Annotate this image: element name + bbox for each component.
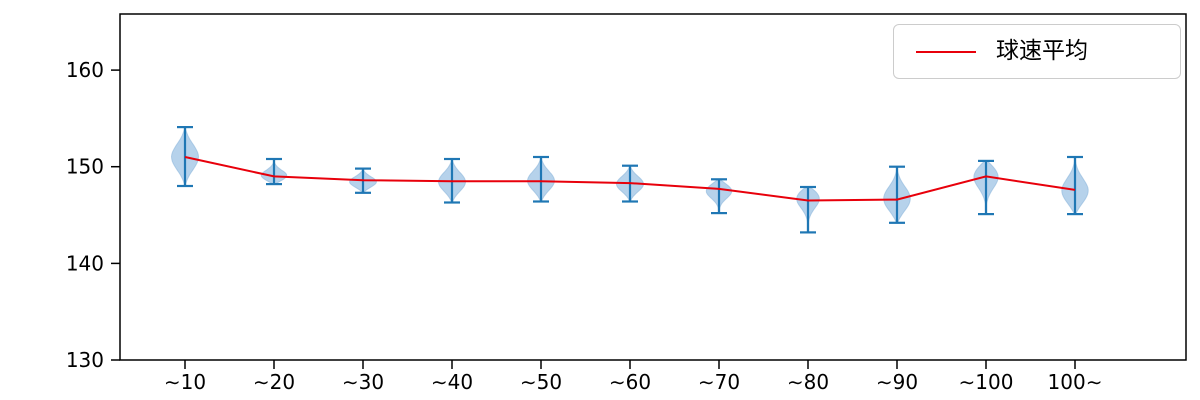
x-tick-label-4: ∼50 (520, 370, 562, 394)
y-tick-label-3: 160 (66, 58, 104, 82)
x-tick-label-8: ∼90 (876, 370, 918, 394)
legend-label: 球速平均 (996, 38, 1088, 64)
x-tick-label-1: ∼20 (253, 370, 295, 394)
legend-line-sample (916, 50, 976, 53)
x-tick-label-6: ∼70 (698, 370, 740, 394)
legend: 球速平均 (893, 24, 1181, 79)
x-tick-label-0: ∼10 (164, 370, 206, 394)
y-tick-label-1: 140 (66, 251, 104, 275)
x-tick-label-2: ∼30 (342, 370, 384, 394)
y-tick-label-0: 130 (66, 348, 104, 372)
x-tick-label-9: ∼100 (959, 370, 1014, 394)
plot-frame (119, 13, 1187, 361)
x-tick-label-5: ∼60 (609, 370, 651, 394)
y-tick-label-2: 150 (66, 155, 104, 179)
x-tick-label-10: 100∼ (1048, 370, 1103, 394)
x-tick-label-7: ∼80 (787, 370, 829, 394)
mean-line (184, 156, 1076, 202)
x-tick-label-3: ∼40 (431, 370, 473, 394)
